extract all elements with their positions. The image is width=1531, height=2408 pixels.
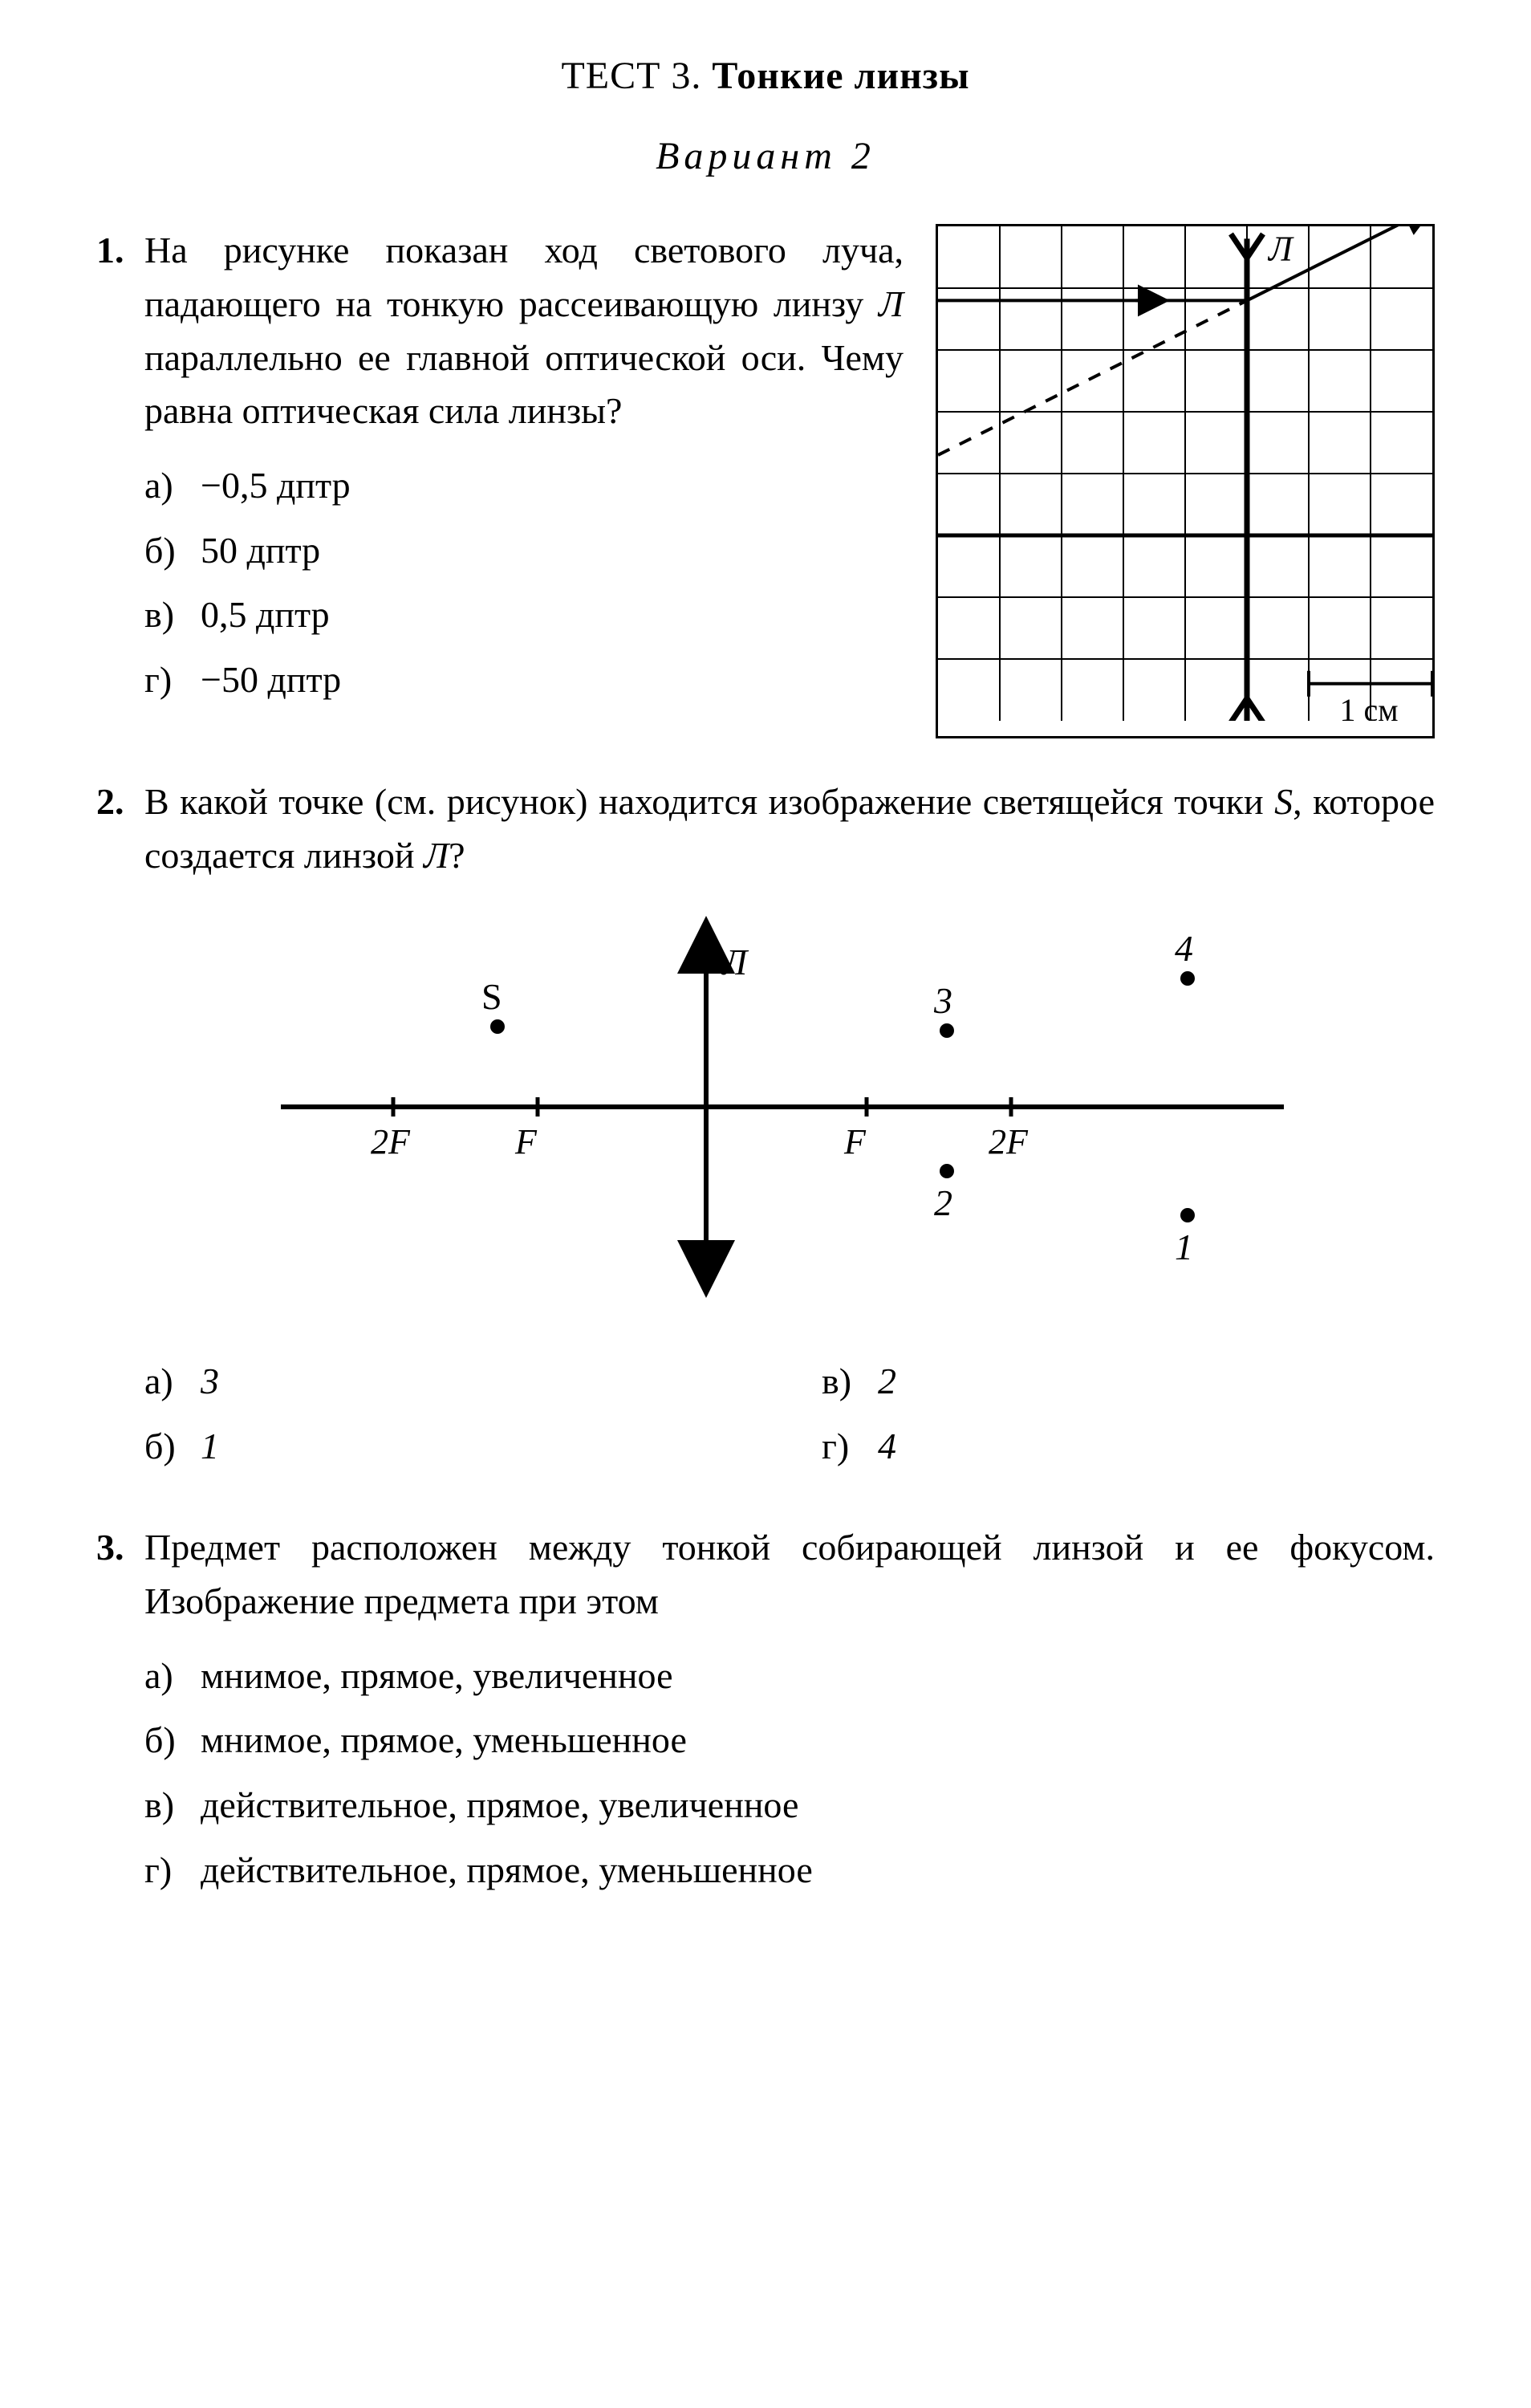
- q1-diagram: Л 1 см: [936, 224, 1435, 738]
- q3-text: Предмет расположен между тонкой собирающ…: [144, 1521, 1435, 1628]
- q2-options: а) 3 в) 2 б) 1 г) 4: [144, 1355, 1435, 1484]
- q2-option-a: а) 3: [144, 1355, 757, 1409]
- svg-text:3: 3: [933, 980, 952, 1021]
- q3-option-g: г) действительное, прямое, уменьшенное: [144, 1844, 1435, 1898]
- svg-text:Л: Л: [1267, 230, 1294, 269]
- svg-text:F: F: [514, 1122, 538, 1161]
- q1-option-v: в) 0,5 дптр: [144, 588, 904, 642]
- svg-text:2: 2: [934, 1182, 952, 1223]
- q2-diagram: Л 2F F F 2F S 3 2 4 1: [209, 906, 1435, 1323]
- q1-option-a: а) −0,5 дптр: [144, 459, 904, 513]
- q1-text: На рисунке показан ход светового луча, п…: [144, 224, 904, 438]
- q3-option-a: а) мнимое, прямое, увеличенное: [144, 1649, 1435, 1703]
- q2-option-b: б) 1: [144, 1420, 757, 1474]
- q2-text: В какой точке (см. рисунок) находится из…: [144, 775, 1435, 882]
- svg-text:1 см: 1 см: [1340, 692, 1399, 721]
- q2-lens-diagram: Л 2F F F 2F S 3 2 4 1: [209, 906, 1332, 1308]
- q3-option-b: б) мнимое, прямое, уменьшенное: [144, 1714, 1435, 1767]
- title-main: Тонкие линзы: [712, 55, 969, 97]
- q3-number: 3.: [96, 1521, 144, 1575]
- q1-options: а) −0,5 дптр б) 50 дптр в) 0,5 дптр г): [144, 459, 904, 707]
- q1-lens-diagram: Л 1 см: [938, 226, 1432, 721]
- q3-options: а) мнимое, прямое, увеличенное б) мнимое…: [144, 1649, 1435, 1898]
- q3-option-v: в) действительное, прямое, увеличенное: [144, 1779, 1435, 1832]
- svg-text:1: 1: [1175, 1226, 1193, 1267]
- q2-option-v: в) 2: [822, 1355, 1435, 1409]
- question-3: 3. Предмет расположен между тонкой собир…: [96, 1521, 1435, 1908]
- svg-text:2F: 2F: [989, 1122, 1029, 1161]
- q2-number: 2.: [96, 775, 144, 829]
- q1-option-g: г) −50 дптр: [144, 653, 904, 707]
- q2-option-g: г) 4: [822, 1420, 1435, 1474]
- test-title: ТЕСТ 3. Тонкие линзы: [96, 48, 1435, 104]
- question-1: 1. На рисунке показан ход светового луча…: [96, 224, 1435, 738]
- svg-text:4: 4: [1175, 928, 1193, 969]
- q1-option-b: б) 50 дптр: [144, 524, 904, 578]
- svg-text:2F: 2F: [371, 1122, 411, 1161]
- svg-text:Л: Л: [721, 942, 749, 982]
- variant: Вариант 2: [96, 128, 1435, 185]
- question-2: 2. В какой точке (см. рисунок) находится…: [96, 775, 1435, 1484]
- title-prefix: ТЕСТ 3.: [561, 55, 701, 97]
- svg-text:S: S: [481, 976, 502, 1017]
- svg-text:F: F: [843, 1122, 867, 1161]
- q1-number: 1.: [96, 224, 144, 278]
